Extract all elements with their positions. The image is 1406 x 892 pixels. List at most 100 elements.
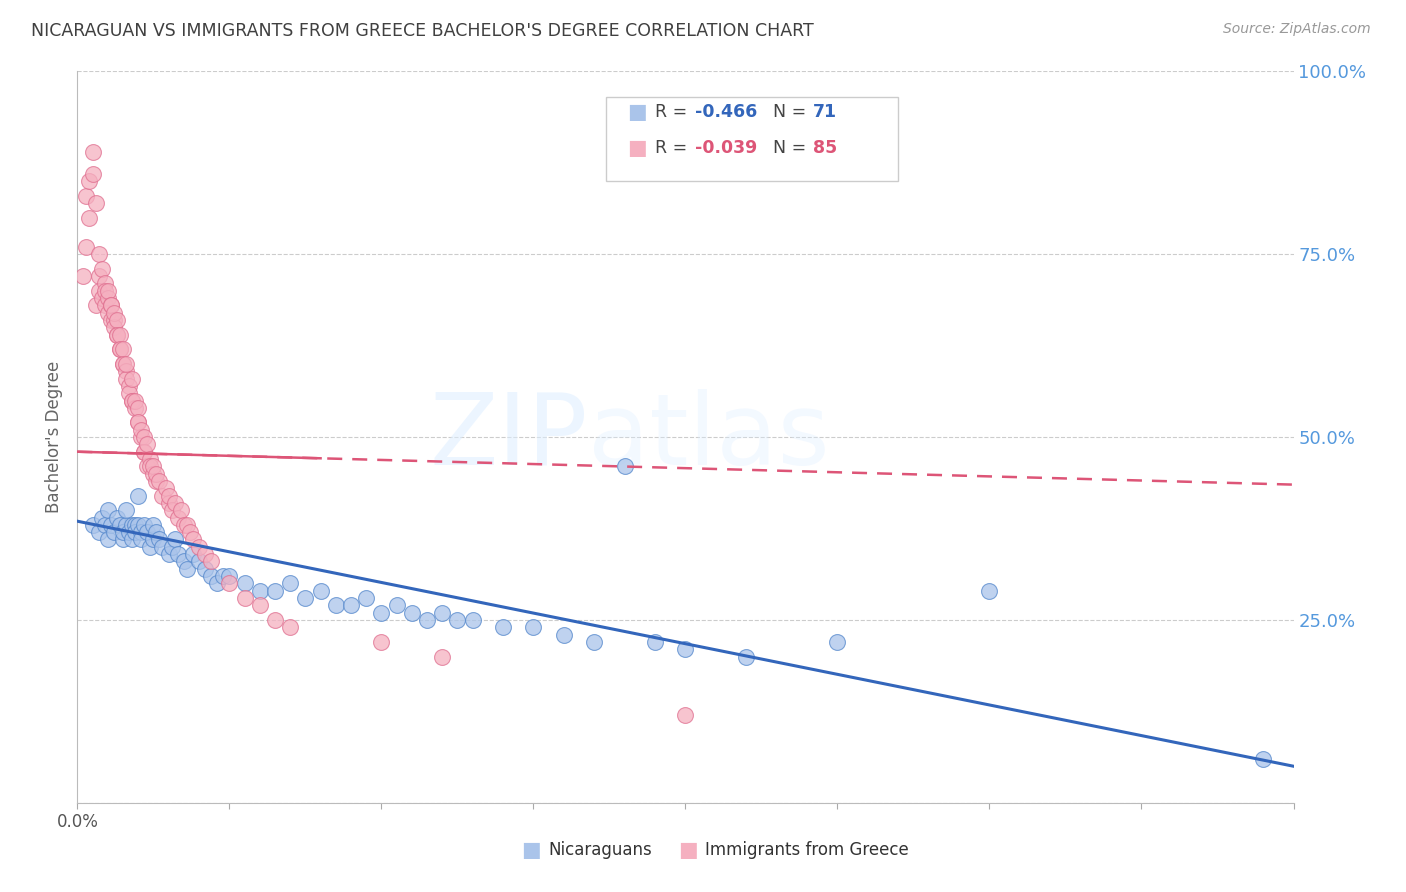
Point	[278, 620, 301, 634]
Text: ■: ■	[678, 840, 697, 861]
Point	[79, 174, 101, 188]
Point	[93, 298, 115, 312]
Point	[115, 357, 138, 371]
Point	[121, 393, 143, 408]
Point	[97, 291, 120, 305]
Point	[124, 401, 146, 415]
Point	[134, 444, 156, 458]
Point	[87, 269, 110, 284]
Text: Nicaraguans: Nicaraguans	[548, 841, 652, 859]
Point	[115, 364, 138, 378]
Text: atlas: atlas	[588, 389, 830, 485]
Point	[142, 517, 165, 532]
Point	[233, 576, 256, 591]
Point	[142, 467, 165, 481]
Point	[84, 196, 107, 211]
FancyBboxPatch shape	[606, 97, 898, 181]
Point	[170, 503, 193, 517]
Point	[278, 576, 301, 591]
Point	[613, 459, 636, 474]
Text: ■: ■	[627, 102, 647, 121]
Point	[176, 517, 198, 532]
Point	[675, 642, 697, 657]
Point	[827, 635, 849, 649]
Text: 71: 71	[813, 103, 837, 120]
Text: 85: 85	[813, 139, 838, 157]
Text: R =: R =	[655, 139, 693, 157]
Point	[173, 517, 195, 532]
Point	[87, 247, 110, 261]
Point	[90, 510, 112, 524]
Point	[103, 313, 125, 327]
Point	[115, 503, 138, 517]
Text: ■: ■	[522, 840, 541, 861]
Point	[160, 503, 183, 517]
Point	[553, 627, 575, 641]
Point	[93, 517, 115, 532]
Point	[79, 211, 101, 225]
Point	[87, 284, 110, 298]
Point	[194, 547, 217, 561]
Point	[294, 591, 316, 605]
Point	[264, 583, 287, 598]
Point	[979, 583, 1001, 598]
Point	[108, 327, 131, 342]
Point	[157, 547, 180, 561]
Point	[181, 533, 204, 547]
Point	[121, 533, 143, 547]
Point	[139, 452, 162, 467]
Point	[129, 423, 152, 437]
Point	[103, 306, 125, 320]
Point	[205, 576, 228, 591]
Point	[522, 620, 544, 634]
Point	[129, 430, 152, 444]
Point	[100, 298, 122, 312]
Text: N =: N =	[773, 103, 811, 120]
Point	[136, 459, 159, 474]
Point	[105, 510, 128, 524]
Point	[148, 533, 170, 547]
Point	[325, 599, 347, 613]
Point	[152, 540, 174, 554]
Text: R =: R =	[655, 103, 693, 120]
Point	[139, 459, 162, 474]
Point	[87, 525, 110, 540]
Point	[108, 517, 131, 532]
Point	[127, 416, 149, 430]
Point	[675, 708, 697, 723]
Point	[194, 562, 217, 576]
Point	[166, 510, 188, 524]
Point	[90, 291, 112, 305]
Point	[136, 437, 159, 451]
Point	[309, 583, 332, 598]
Point	[118, 525, 141, 540]
Point	[148, 474, 170, 488]
Point	[188, 540, 211, 554]
Text: N =: N =	[773, 139, 811, 157]
Point	[401, 606, 423, 620]
Point	[249, 599, 271, 613]
Point	[111, 343, 134, 357]
Point	[134, 430, 156, 444]
Point	[105, 327, 128, 342]
Point	[145, 467, 167, 481]
Point	[118, 379, 141, 393]
Point	[142, 459, 165, 474]
Point	[75, 188, 97, 202]
Point	[163, 496, 186, 510]
Point	[121, 393, 143, 408]
Point	[75, 240, 97, 254]
Point	[115, 371, 138, 385]
Point	[115, 517, 138, 532]
Point	[200, 554, 222, 568]
Point	[385, 599, 408, 613]
Point	[461, 613, 484, 627]
Point	[127, 401, 149, 415]
Point	[200, 569, 222, 583]
Point	[72, 269, 94, 284]
Point	[370, 606, 392, 620]
Point	[103, 320, 125, 334]
Point	[173, 554, 195, 568]
Point	[100, 313, 122, 327]
Point	[118, 386, 141, 401]
